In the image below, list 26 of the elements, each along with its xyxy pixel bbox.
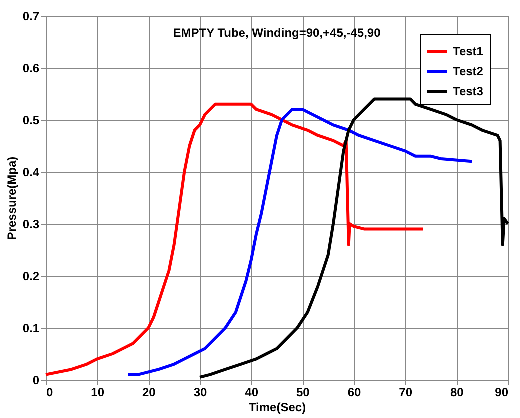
y-tick-label: 0.6 bbox=[22, 62, 40, 76]
legend-label: Test2 bbox=[453, 64, 484, 78]
x-tick-label: 80 bbox=[450, 386, 464, 400]
line-series bbox=[44, 102, 425, 376]
x-tick-label: 20 bbox=[142, 386, 156, 400]
legend-label: Test3 bbox=[453, 84, 484, 98]
x-tick-label: 0 bbox=[46, 386, 54, 400]
y-tick-label: 0.5 bbox=[22, 114, 40, 128]
y-axis-title: Pressure(Mpa) bbox=[4, 156, 19, 240]
line-series bbox=[126, 108, 474, 376]
y-tick-label: 0.1 bbox=[22, 322, 40, 336]
x-tick-label: 30 bbox=[194, 386, 208, 400]
x-tick-label: 50 bbox=[296, 386, 310, 400]
y-tick-label: 0.4 bbox=[22, 166, 40, 180]
x-tick-label: 40 bbox=[245, 386, 259, 400]
x-tick-label: 90 bbox=[495, 386, 509, 400]
x-axis-title: Time(Sec) bbox=[248, 400, 306, 414]
y-tick-label: 0.3 bbox=[22, 218, 40, 232]
y-tick-label: 0.2 bbox=[22, 270, 40, 284]
y-tick-label: 0 bbox=[32, 374, 40, 388]
x-tick-label: 70 bbox=[399, 386, 413, 400]
text: EMPTY Tube, Winding=90,+45,-45,90 bbox=[173, 26, 382, 40]
x-tick-label: 10 bbox=[91, 386, 105, 400]
y-tick-label: 0.7 bbox=[22, 10, 40, 24]
x-tick-label: 60 bbox=[348, 386, 362, 400]
legend-label: Test1 bbox=[453, 44, 484, 58]
